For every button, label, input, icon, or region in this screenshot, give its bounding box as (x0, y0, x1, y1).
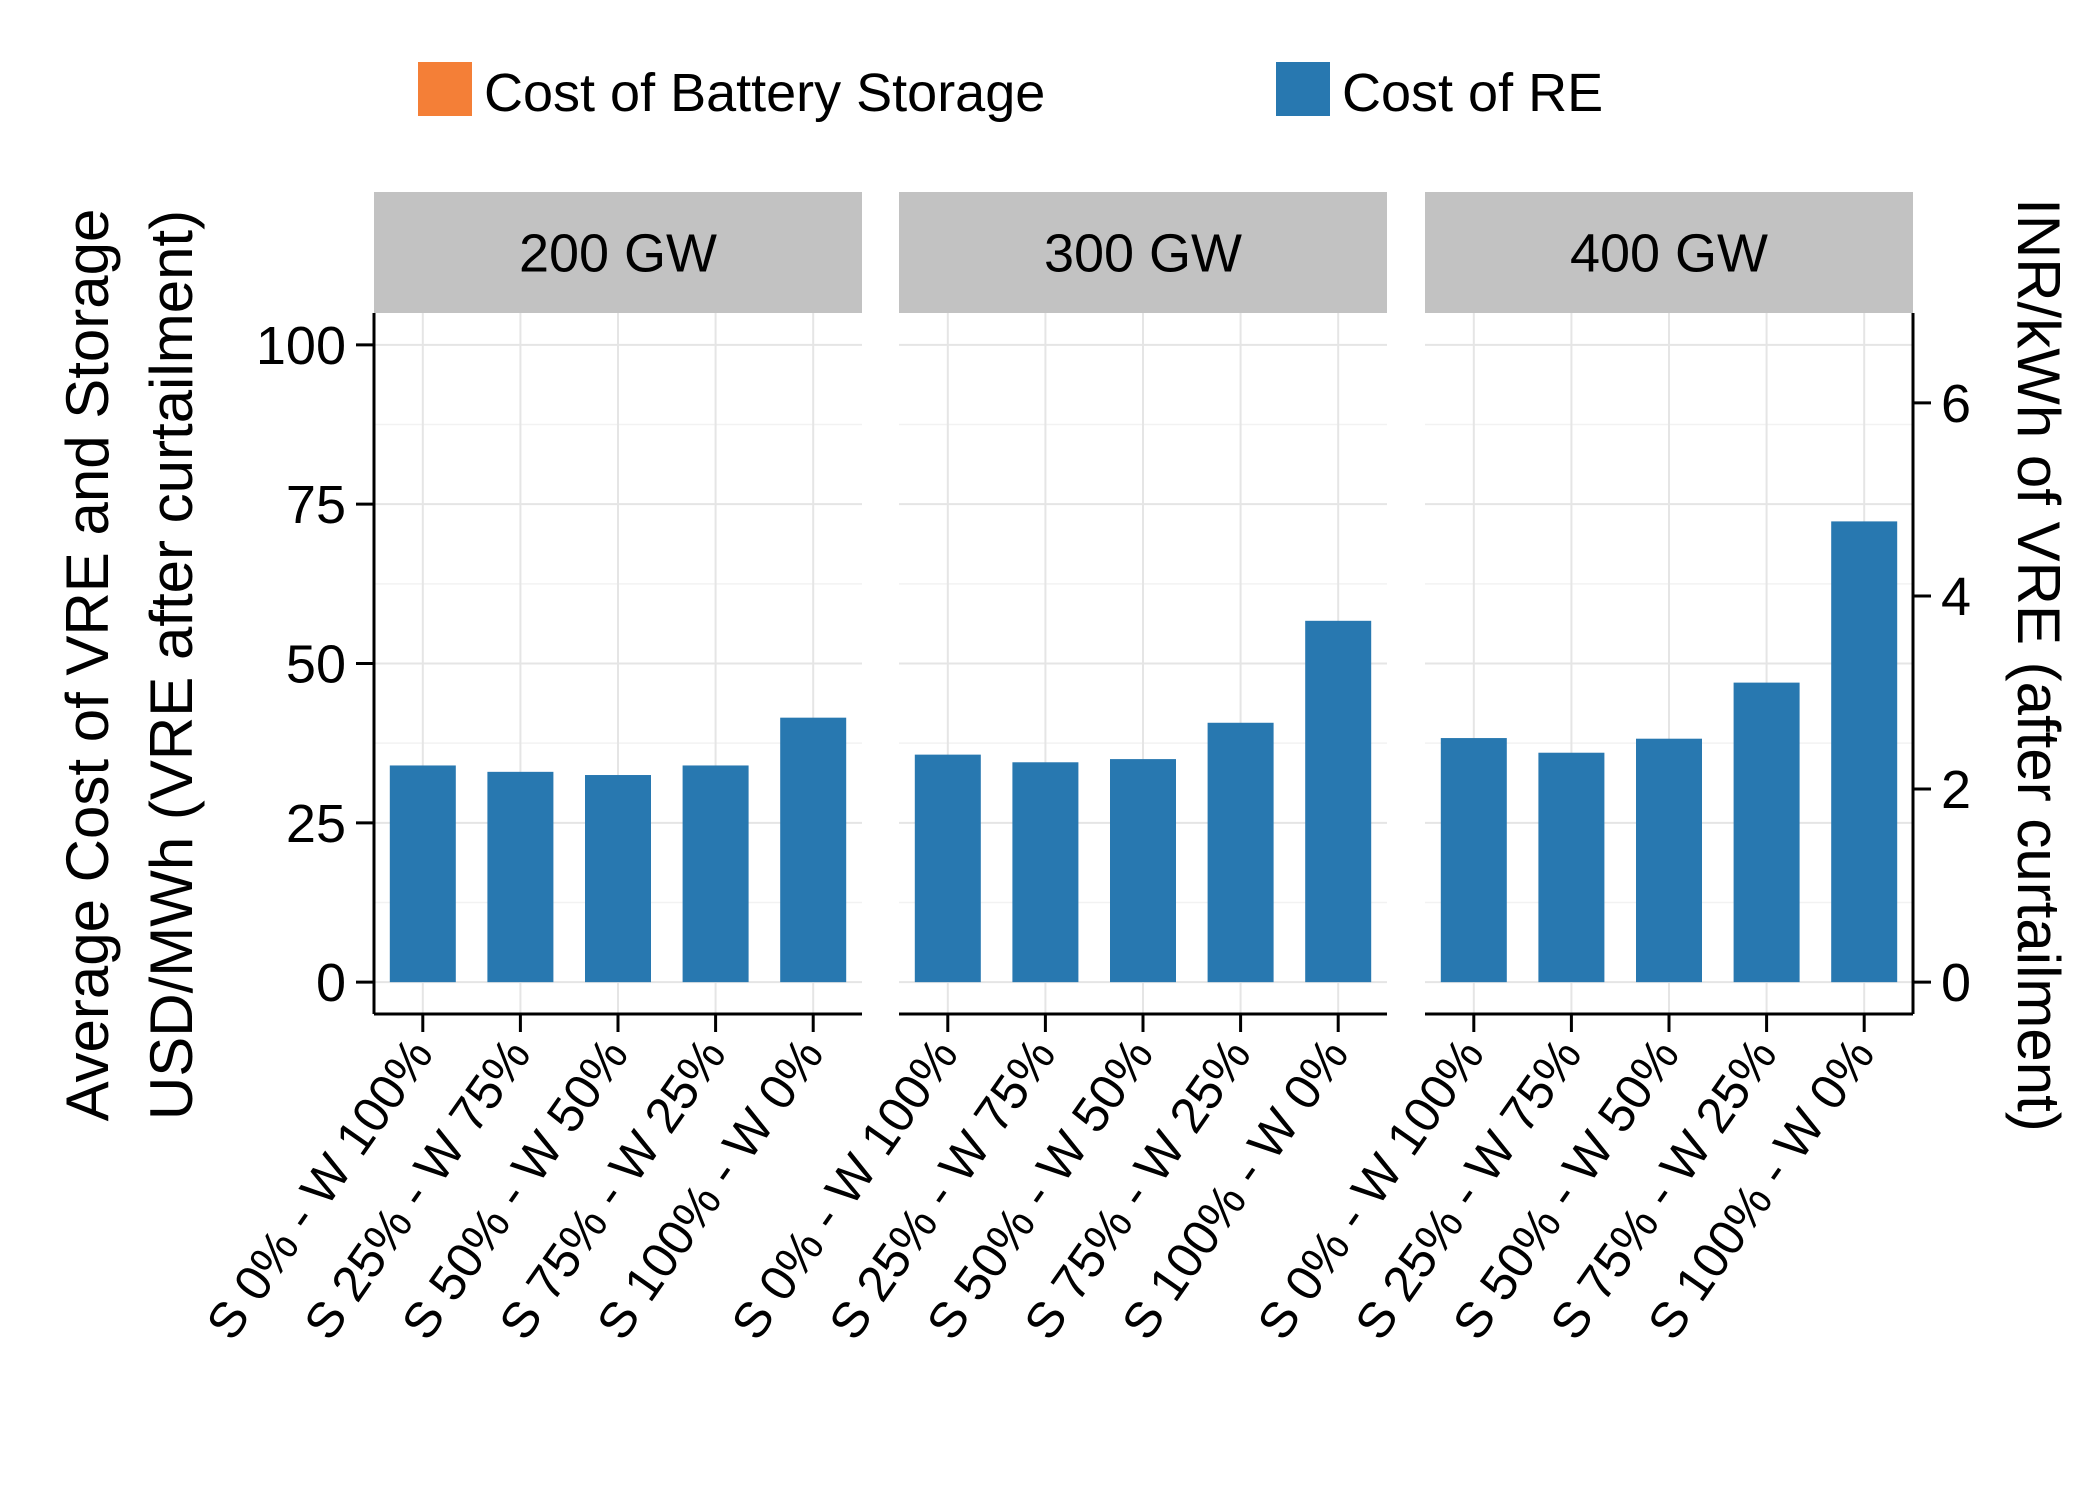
y2-tick-label: 2 (1941, 760, 1971, 820)
legend-label: Cost of RE (1342, 63, 1603, 123)
y-tick-label: 0 (316, 953, 346, 1013)
facet-strip-label: 400 GW (1570, 224, 1768, 284)
y2-axis-title: INR/kWh of VRE (after curtailment) (2005, 198, 2072, 1132)
facet-strip-label: 200 GW (519, 224, 717, 284)
facet-strip (374, 192, 862, 313)
y-axis-title: Average Cost of VRE and Storage (54, 209, 121, 1122)
axes: 0 25 50 75 100 0 2 4 6 Average Cost of VRE and St… (54, 198, 2072, 1132)
y2-tick-label: 6 (1941, 374, 1971, 434)
legend-swatch (418, 62, 472, 116)
facet-strip-label: 300 GW (1044, 224, 1242, 284)
bar-cost-of-re (389, 765, 456, 983)
bar-cost-of-re (585, 775, 651, 983)
bar-cost-of-re (1733, 682, 1800, 983)
y-axis-title: USD/MWh (VRE after curtailment) (138, 210, 205, 1120)
y2-tick-label: 4 (1941, 567, 1971, 627)
y-tick-label: 100 (256, 316, 346, 376)
bar-cost-of-re (682, 765, 749, 983)
y-tick-label: 75 (286, 475, 346, 535)
bar-cost-of-re (1012, 762, 1079, 983)
y-tick-label: 25 (286, 794, 346, 854)
bar-cost-of-re (780, 717, 847, 983)
bar-cost-of-re (914, 754, 981, 983)
bar-cost-of-re (487, 771, 554, 983)
legend-label: Cost of Battery Storage (484, 63, 1045, 123)
bar-cost-of-re (1305, 620, 1372, 983)
bar-cost-of-re (1538, 752, 1605, 983)
bar-cost-of-re (1440, 738, 1507, 983)
bar-cost-of-re (1636, 738, 1702, 983)
bar-cost-of-re (1207, 722, 1274, 983)
bar-cost-of-re (1110, 759, 1176, 983)
bar-cost-of-re (1831, 521, 1898, 983)
facet-strip (899, 192, 1387, 313)
legend-swatch (1276, 62, 1330, 116)
y2-tick-label: 0 (1941, 953, 1971, 1013)
facet-strip (1425, 192, 1913, 313)
y-tick-label: 50 (286, 635, 346, 695)
legend: Cost of Battery Storage Cost of RE (418, 62, 1603, 123)
